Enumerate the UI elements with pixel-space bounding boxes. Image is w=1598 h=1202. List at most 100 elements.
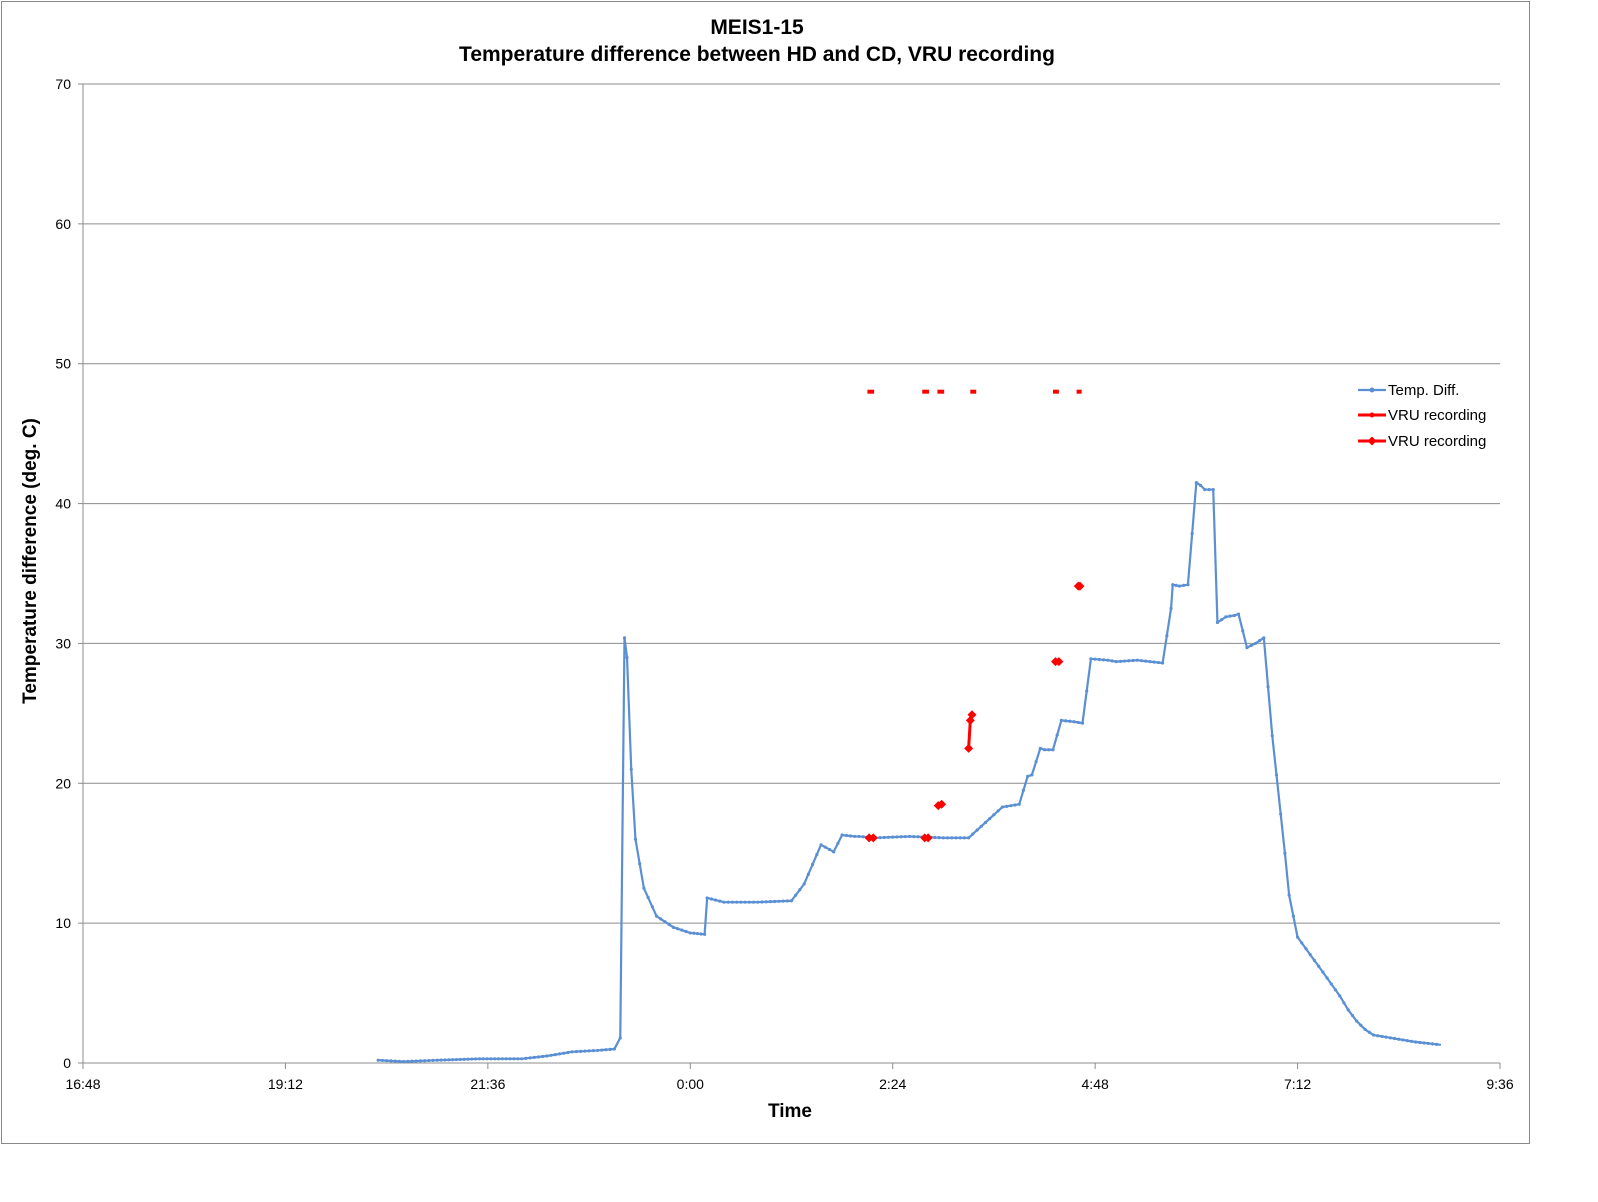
temp-diff-point [481,1057,485,1061]
temp-diff-point [718,899,722,903]
temp-diff-point [1367,1030,1371,1034]
temp-diff-point [1097,657,1101,662]
temp-diff-point [473,1057,478,1061]
temp-diff-point [916,835,920,839]
temp-diff-point [1258,639,1262,643]
temp-diff-point [1009,804,1013,808]
temp-diff-point [958,836,962,840]
temp-diff-point [1380,1034,1384,1039]
temp-diff-point [907,834,912,839]
temp-diff-point [794,893,798,897]
temp-diff-point [857,834,861,839]
temp-diff-point [1355,1019,1359,1023]
temp-diff-point [1392,1036,1397,1041]
temp-diff-point [1042,748,1047,752]
temp-diff-point [562,1051,566,1055]
temp-diff-point [768,900,773,904]
vru-diamond-marker [1075,581,1085,591]
temp-diff-point [937,836,941,840]
temp-diff-point [496,1057,501,1061]
temp-diff-point [1249,643,1253,648]
temp-diff-point [1384,1035,1388,1039]
y-tick-label: 50 [55,356,71,372]
temp-diff-point [536,1055,541,1059]
vru-diamond-marker [967,710,977,720]
temp-diff-point [447,1058,451,1062]
temp-diff-point [764,900,768,904]
temp-diff-point [1342,1001,1346,1005]
temp-diff-point [703,932,707,936]
x-tick-labels: 16:48 19:12 21:36 0:00 2:24 4:48 7:12 9:36 [65,1076,1513,1092]
temp-diff-point [1000,805,1004,809]
temp-diff-point [389,1059,393,1063]
y-tick-label: 20 [55,775,71,791]
temp-diff-point [945,836,950,840]
legend-label: VRU recording [1388,407,1486,424]
temp-diff-point [840,833,844,837]
temp-diff-point [528,1056,532,1060]
temp-diff-point [1287,893,1291,897]
temp-diff-point [1148,660,1152,664]
temp-diff-point [600,1048,604,1052]
temp-diff-point [477,1057,482,1061]
temp-diff-point [1068,719,1072,723]
temp-diff-point [1371,1033,1376,1037]
temp-diff-point [941,836,945,840]
temp-diff-point [1435,1042,1439,1046]
temp-diff-point [470,1057,474,1061]
temp-diff-point [1363,1027,1367,1032]
y-tick-label: 70 [55,76,71,92]
temp-diff-point [1274,773,1279,777]
temp-diff-point [747,900,751,904]
temp-diff-point [1089,657,1093,661]
temp-diff-point [1101,658,1106,662]
temp-diff-point [489,1057,493,1061]
temp-diff-point [385,1059,389,1063]
x-tick-label: 2:24 [879,1076,906,1092]
x-tick-label: 9:36 [1486,1076,1513,1092]
temp-diff-point [1401,1038,1405,1042]
temp-diff-point [401,1060,406,1064]
temp-diff-point [1131,658,1135,663]
temp-diff-point [1397,1037,1401,1041]
temp-diff-point [500,1057,505,1061]
x-tick-label: 7:12 [1284,1076,1311,1092]
temp-diff-point [1405,1039,1409,1043]
temp-diff-point [642,886,646,890]
temp-diff-point [1426,1041,1430,1046]
temp-diff-point [979,824,983,828]
temp-diff-point [1123,659,1127,663]
x-tick-label: 21:36 [470,1076,505,1092]
temp-diff-point [1118,659,1123,663]
vru-diamond-marker [937,799,947,809]
x-axis-title: Time [768,1101,812,1122]
temp-diff-point [1144,659,1148,663]
temp-diff-point [545,1054,549,1058]
vru-diamond-marker [868,833,878,843]
temp-diff-point [878,836,882,840]
temp-diff-point [895,835,899,839]
temp-diff-point [785,899,789,903]
temp-diff-point [557,1052,562,1056]
temp-diff-point [891,835,895,839]
vru-diamond-marker [923,833,933,843]
temp-diff-point [1059,718,1064,722]
temp-diff-point [777,899,781,903]
vru-diamond-marker [964,743,974,753]
temp-diff-point [802,882,806,886]
temp-diff-point [933,835,937,840]
temp-diff-point [1409,1039,1414,1043]
temp-diff-point [1279,812,1283,816]
temp-diff-point [1047,748,1051,752]
temp-diff-point [722,900,726,904]
y-tick-label: 10 [55,915,71,931]
temp-diff-point [1004,804,1009,808]
temp-diff-point [380,1058,385,1063]
temp-diff-point [574,1049,579,1054]
temp-diff-point [726,900,730,904]
temp-diff-point [810,862,815,867]
temp-diff-point [1262,636,1266,640]
temp-diff-point [1211,487,1215,492]
temp-diff-point [1215,620,1220,625]
temp-diff-point [1266,685,1270,689]
